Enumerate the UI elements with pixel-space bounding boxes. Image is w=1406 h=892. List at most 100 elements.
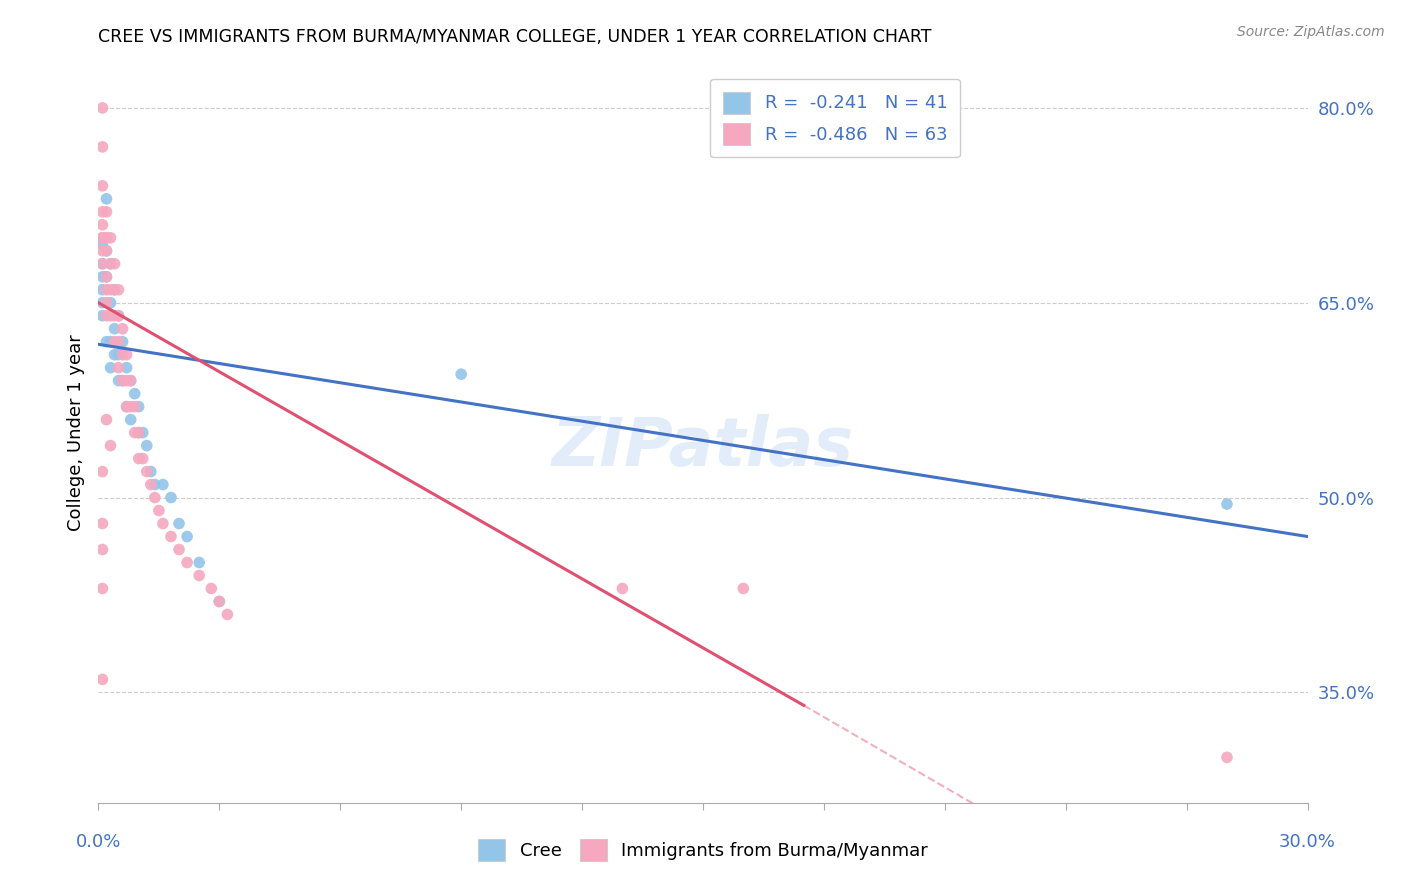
Point [96, 231, 118, 245]
Point [91, 218, 114, 232]
Point [124, 386, 146, 401]
Point [217, 607, 239, 622]
Point [91, 582, 114, 596]
Point [128, 425, 150, 440]
Point [103, 334, 125, 349]
Point [139, 477, 162, 491]
Point [143, 491, 166, 505]
Point [176, 529, 198, 543]
Point [91, 140, 114, 154]
Point [100, 283, 122, 297]
Point [120, 412, 142, 426]
Point [167, 542, 190, 557]
Point [160, 491, 183, 505]
Point [96, 295, 118, 310]
Point [103, 257, 125, 271]
Text: 30.0%: 30.0% [1279, 833, 1336, 851]
Point [160, 529, 183, 543]
Point [100, 257, 122, 271]
Point [96, 244, 118, 258]
Point [115, 400, 138, 414]
Point [111, 348, 134, 362]
Point [103, 283, 125, 297]
Point [91, 237, 114, 252]
Point [91, 309, 114, 323]
Point [96, 269, 118, 284]
Point [100, 309, 122, 323]
Point [107, 309, 129, 323]
Text: Source: ZipAtlas.com: Source: ZipAtlas.com [1237, 25, 1385, 39]
Point [128, 425, 150, 440]
Point [115, 374, 138, 388]
Point [91, 516, 114, 531]
Point [111, 322, 134, 336]
Point [188, 568, 211, 582]
Point [91, 231, 114, 245]
Point [100, 295, 122, 310]
Point [148, 503, 170, 517]
Point [107, 348, 129, 362]
Point [176, 556, 198, 570]
Point [91, 542, 114, 557]
Point [100, 360, 122, 375]
Point [115, 360, 138, 375]
Point [200, 582, 222, 596]
Point [128, 451, 150, 466]
Point [96, 269, 118, 284]
Point [152, 477, 174, 491]
Text: 0.0%: 0.0% [76, 833, 121, 851]
Point [111, 334, 134, 349]
Point [152, 516, 174, 531]
Point [111, 374, 134, 388]
Y-axis label: College, Under 1 year: College, Under 1 year [66, 334, 84, 531]
Point [107, 334, 129, 349]
Point [107, 360, 129, 375]
Point [1216, 750, 1239, 764]
Point [132, 425, 155, 440]
Point [115, 348, 138, 362]
Point [132, 451, 155, 466]
Point [91, 283, 114, 297]
Point [91, 257, 114, 271]
Point [208, 594, 231, 608]
Point [91, 673, 114, 687]
Point [107, 374, 129, 388]
Point [135, 465, 157, 479]
Point [208, 594, 231, 608]
Point [91, 231, 114, 245]
Point [91, 257, 114, 271]
Point [91, 204, 114, 219]
Point [91, 295, 114, 310]
Point [450, 367, 472, 381]
Point [124, 400, 146, 414]
Legend: Cree, Immigrants from Burma/Myanmar: Cree, Immigrants from Burma/Myanmar [471, 831, 935, 868]
Point [96, 283, 118, 297]
Point [96, 244, 118, 258]
Point [120, 374, 142, 388]
Point [1216, 497, 1239, 511]
Point [100, 439, 122, 453]
Point [96, 309, 118, 323]
Point [139, 465, 162, 479]
Point [124, 425, 146, 440]
Point [103, 348, 125, 362]
Point [120, 374, 142, 388]
Point [91, 178, 114, 193]
Point [143, 477, 166, 491]
Text: CREE VS IMMIGRANTS FROM BURMA/MYANMAR COLLEGE, UNDER 1 YEAR CORRELATION CHART: CREE VS IMMIGRANTS FROM BURMA/MYANMAR CO… [98, 28, 932, 45]
Point [733, 582, 755, 596]
Point [91, 244, 114, 258]
Point [107, 283, 129, 297]
Point [100, 231, 122, 245]
Point [96, 192, 118, 206]
Point [100, 334, 122, 349]
Point [96, 204, 118, 219]
Point [188, 556, 211, 570]
Point [96, 334, 118, 349]
Point [96, 412, 118, 426]
Point [612, 582, 634, 596]
Text: ZIPatlas: ZIPatlas [553, 415, 853, 481]
Point [167, 516, 190, 531]
Point [111, 374, 134, 388]
Point [115, 400, 138, 414]
